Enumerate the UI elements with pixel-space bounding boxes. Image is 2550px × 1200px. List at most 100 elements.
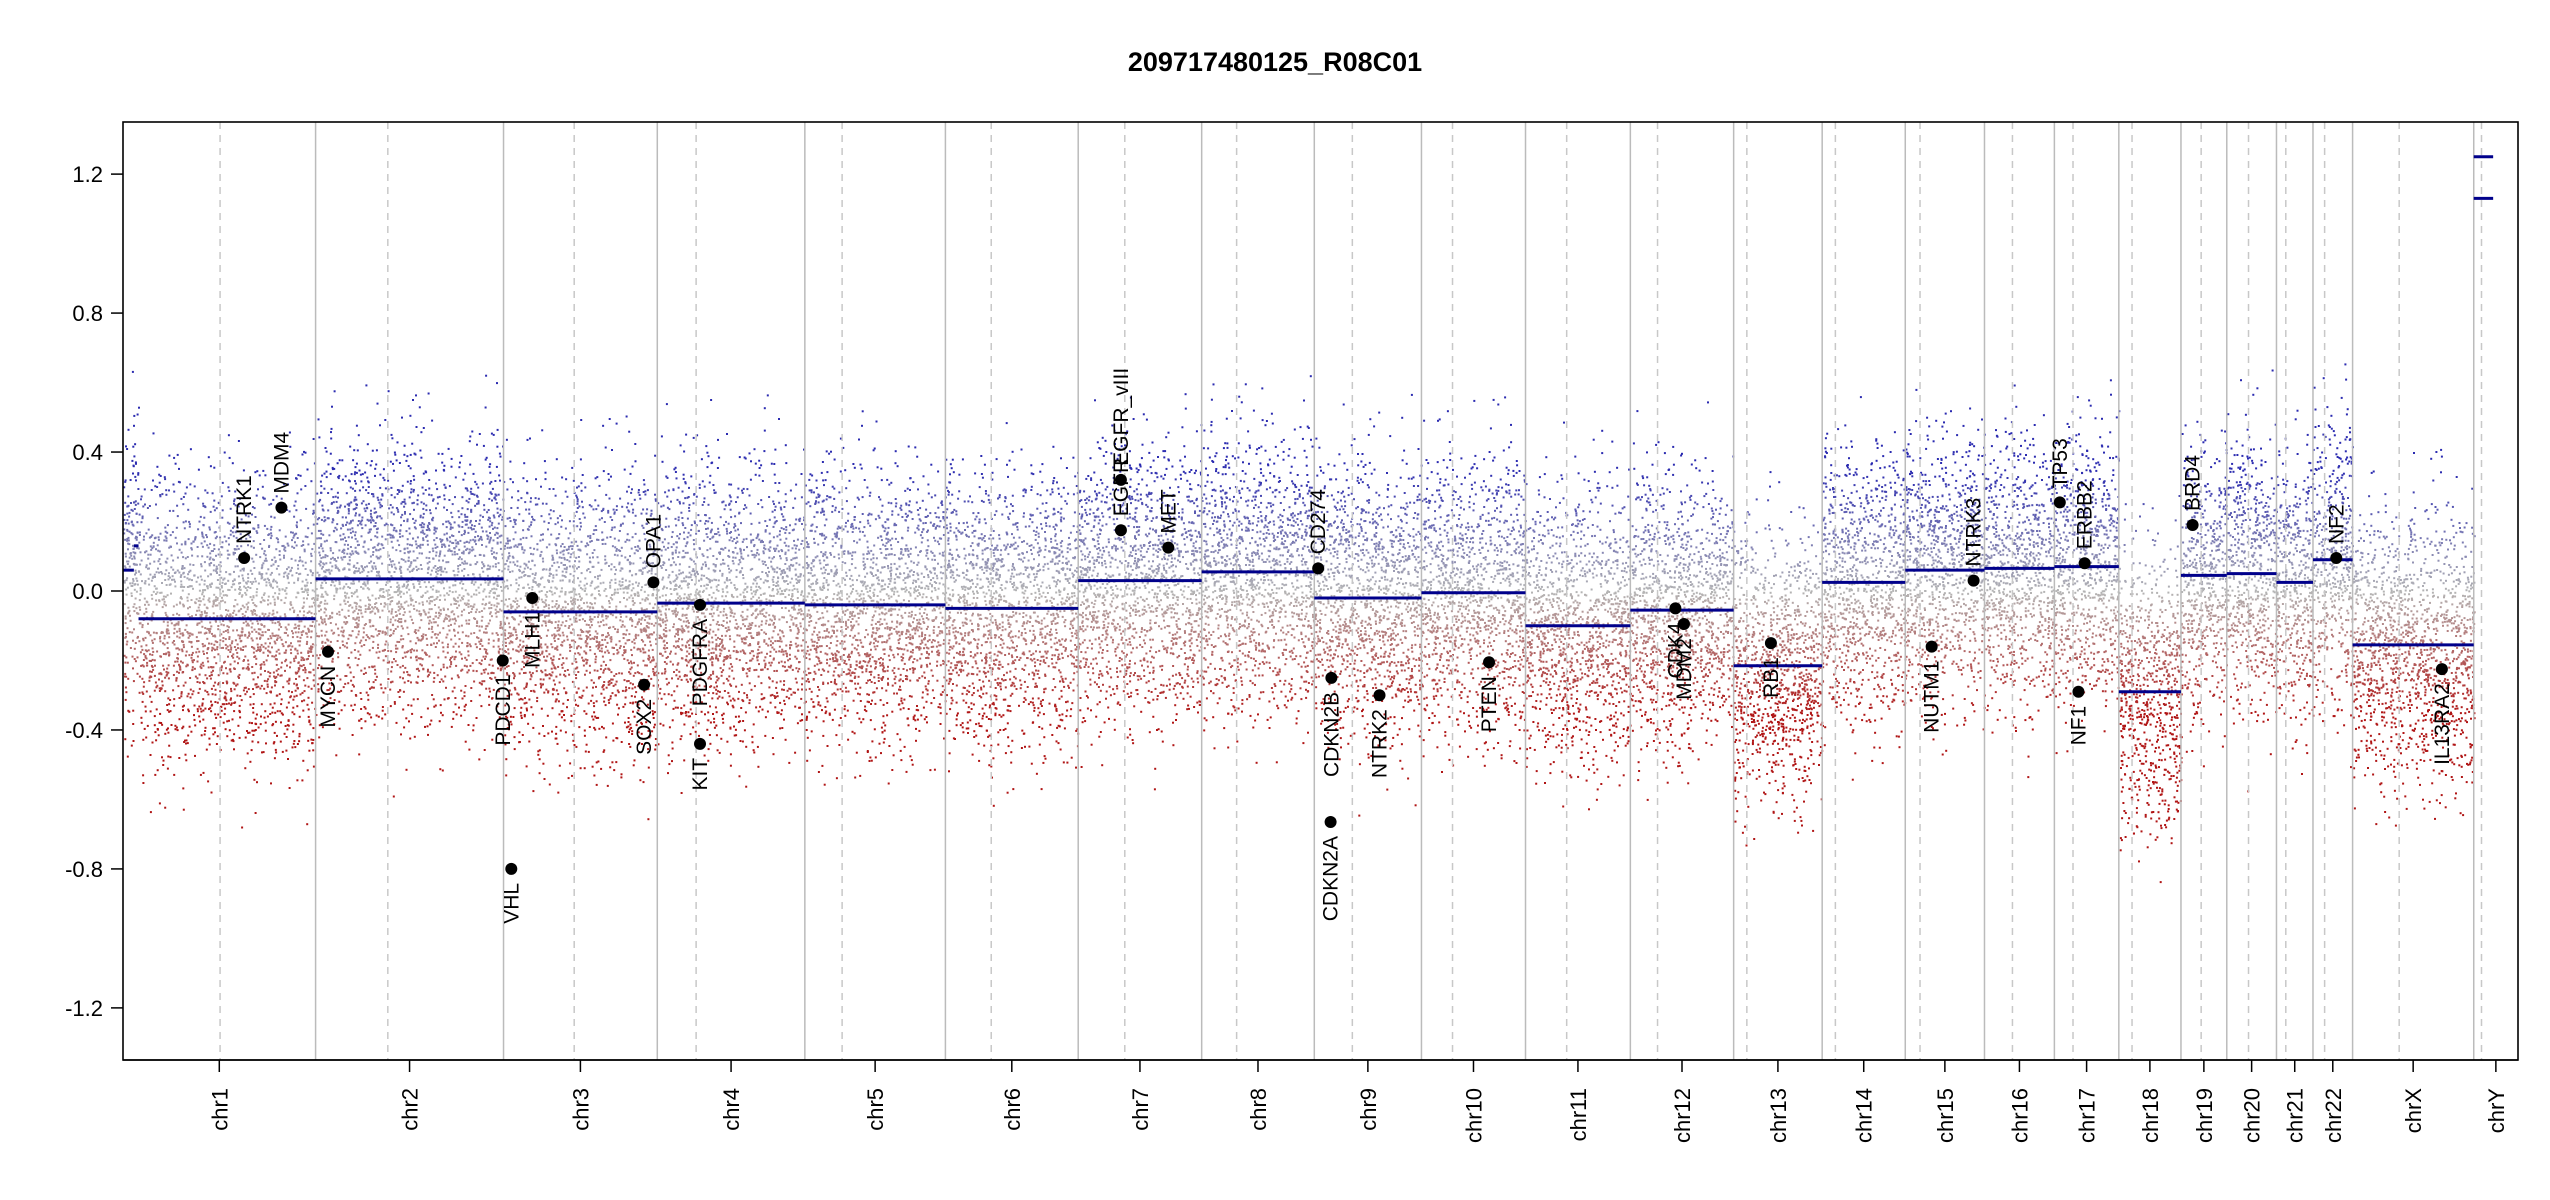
probe-point bbox=[321, 677, 324, 680]
probe-point bbox=[196, 647, 199, 650]
probe-point bbox=[589, 626, 592, 629]
probe-point bbox=[292, 723, 295, 726]
probe-point bbox=[142, 505, 145, 508]
probe-point bbox=[162, 764, 165, 766]
probe-point bbox=[315, 654, 318, 657]
probe-point bbox=[204, 627, 207, 630]
probe-point bbox=[531, 586, 534, 588]
probe-point bbox=[359, 692, 362, 694]
probe-point bbox=[385, 589, 388, 592]
probe-point bbox=[492, 539, 495, 542]
probe-point bbox=[311, 646, 314, 649]
probe-point bbox=[435, 482, 437, 485]
probe-point bbox=[129, 647, 132, 649]
probe-point bbox=[341, 549, 344, 552]
probe-point bbox=[396, 647, 399, 650]
probe-point bbox=[183, 741, 186, 743]
probe-point bbox=[405, 580, 408, 583]
probe-point bbox=[372, 567, 375, 570]
probe-point bbox=[290, 569, 292, 572]
probe-point bbox=[205, 748, 208, 751]
probe-point bbox=[405, 717, 408, 720]
probe-point bbox=[299, 556, 301, 559]
probe-point bbox=[169, 710, 172, 713]
probe-point bbox=[461, 496, 464, 499]
probe-point bbox=[347, 586, 350, 588]
probe-point bbox=[283, 556, 285, 559]
probe-point bbox=[246, 730, 248, 732]
probe-point bbox=[455, 542, 458, 545]
probe-point bbox=[654, 615, 657, 618]
probe-point bbox=[483, 565, 485, 568]
probe-point bbox=[372, 495, 375, 498]
probe-point bbox=[480, 619, 483, 622]
probe-point bbox=[254, 722, 257, 725]
probe-point bbox=[308, 671, 311, 674]
probe-point bbox=[236, 558, 239, 561]
probe-point bbox=[437, 633, 440, 636]
probe-point bbox=[196, 708, 199, 711]
probe-point bbox=[454, 580, 457, 582]
probe-point bbox=[496, 581, 499, 584]
probe-point bbox=[341, 459, 344, 462]
probe-point bbox=[182, 604, 185, 607]
probe-point bbox=[492, 688, 495, 691]
probe-point bbox=[233, 525, 236, 528]
probe-point bbox=[347, 547, 350, 550]
probe-point bbox=[213, 548, 216, 550]
probe-point bbox=[464, 589, 467, 592]
probe-point bbox=[323, 618, 326, 621]
probe-point bbox=[203, 733, 206, 736]
probe-point bbox=[259, 646, 262, 649]
probe-point bbox=[165, 569, 168, 572]
probe-point bbox=[392, 529, 395, 532]
probe-point bbox=[466, 602, 469, 605]
probe-point bbox=[431, 600, 434, 603]
probe-point bbox=[194, 754, 196, 757]
probe-point bbox=[434, 633, 437, 635]
probe-point bbox=[226, 629, 229, 631]
probe-point bbox=[239, 497, 241, 500]
probe-point bbox=[342, 686, 345, 689]
probe-point bbox=[239, 695, 242, 697]
probe-point bbox=[631, 618, 633, 621]
probe-point bbox=[212, 666, 215, 669]
probe-point bbox=[477, 539, 480, 542]
probe-point bbox=[267, 670, 270, 673]
probe-point bbox=[392, 795, 395, 798]
probe-point bbox=[261, 485, 264, 488]
probe-point bbox=[424, 613, 427, 616]
probe-point bbox=[213, 593, 216, 596]
probe-point bbox=[604, 542, 607, 545]
probe-point bbox=[446, 537, 448, 540]
probe-point bbox=[182, 496, 185, 498]
probe-point bbox=[248, 632, 251, 635]
probe-point bbox=[273, 598, 276, 601]
probe-point bbox=[235, 648, 238, 651]
probe-point bbox=[162, 595, 165, 598]
probe-point bbox=[221, 581, 224, 584]
probe-point bbox=[174, 571, 177, 574]
probe-point bbox=[260, 634, 263, 637]
probe-point bbox=[461, 668, 464, 671]
probe-point bbox=[143, 582, 146, 585]
probe-point bbox=[594, 477, 597, 480]
probe-point bbox=[530, 608, 533, 611]
probe-point bbox=[202, 709, 205, 712]
probe-point bbox=[132, 605, 135, 608]
probe-point bbox=[352, 552, 355, 555]
probe-point bbox=[576, 567, 578, 570]
probe-point bbox=[213, 499, 216, 502]
probe-point bbox=[226, 521, 229, 524]
probe-point bbox=[393, 563, 396, 566]
probe-point bbox=[264, 670, 266, 672]
probe-point bbox=[221, 703, 224, 706]
probe-point bbox=[395, 459, 398, 462]
probe-point bbox=[478, 519, 481, 522]
probe-point bbox=[517, 623, 520, 626]
probe-point bbox=[458, 651, 461, 654]
probe-point bbox=[328, 534, 331, 537]
probe-point bbox=[220, 576, 223, 579]
probe-point bbox=[155, 686, 158, 689]
probe-point bbox=[252, 580, 255, 583]
